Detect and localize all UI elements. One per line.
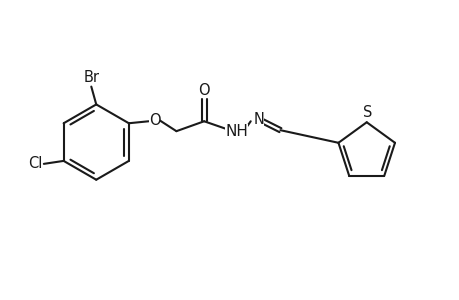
Text: O: O: [148, 113, 160, 128]
Text: O: O: [198, 83, 209, 98]
Text: N: N: [252, 112, 263, 127]
Text: NH: NH: [225, 124, 248, 139]
Text: S: S: [362, 105, 372, 120]
Text: Cl: Cl: [28, 156, 42, 171]
Text: Br: Br: [83, 70, 99, 85]
